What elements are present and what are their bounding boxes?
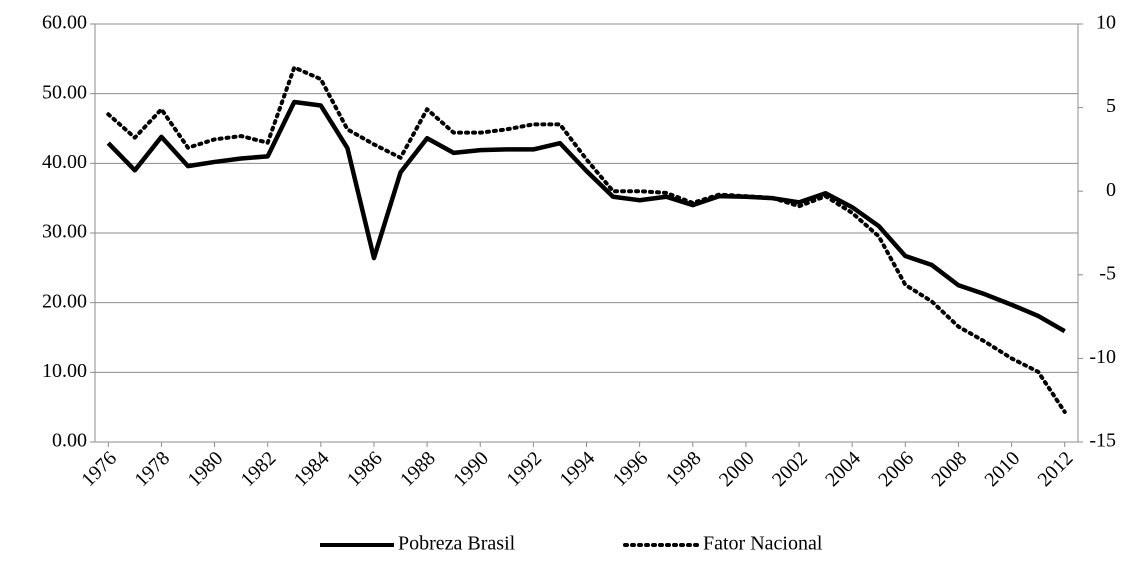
y-tick-label: 40.00 — [42, 151, 87, 173]
x-tick-label: 1980 — [183, 447, 227, 491]
x-tick-label: 1978 — [130, 447, 174, 491]
x-tick-label: 1976 — [77, 447, 121, 491]
y2-tick-label: -5 — [1099, 262, 1116, 284]
y-tick-label: 10.00 — [42, 360, 87, 382]
x-tick-label: 1988 — [396, 447, 440, 491]
y-tick-label: 50.00 — [42, 81, 87, 103]
y-tick-label: 30.00 — [42, 221, 87, 243]
x-tick-label: 1982 — [237, 447, 281, 491]
y-tick-label: 0.00 — [52, 430, 87, 452]
x-tick-label: 1986 — [343, 447, 387, 491]
y-tick-label: 20.00 — [42, 290, 87, 312]
x-tick-label: 1992 — [502, 447, 546, 491]
series-line — [106, 99, 1066, 334]
y2-tick-label: 5 — [1106, 95, 1116, 117]
y2-tick-label: -10 — [1089, 346, 1116, 368]
y-tick-label: 60.00 — [42, 12, 87, 34]
x-tick-label: 1990 — [449, 447, 493, 491]
x-tick-label: 1998 — [662, 447, 706, 491]
x-tick-label: 2002 — [768, 447, 812, 491]
x-tick-label: 1994 — [555, 447, 599, 491]
x-tick-label: 1984 — [290, 447, 334, 491]
x-tick-label: 2006 — [874, 447, 918, 491]
y2-tick-label: 10 — [1096, 12, 1116, 34]
legend-label: Pobreza Brasil — [398, 533, 516, 555]
x-tick-label: 2008 — [927, 447, 971, 491]
series-line — [106, 65, 1067, 414]
x-tick-label: 2012 — [1034, 447, 1078, 491]
y2-tick-label: -15 — [1089, 430, 1116, 452]
legend-label: Fator Nacional — [703, 533, 823, 555]
x-tick-label: 1996 — [609, 447, 653, 491]
x-tick-label: 2010 — [981, 447, 1025, 491]
x-tick-label: 2000 — [715, 447, 759, 491]
x-tick-label: 2004 — [821, 447, 865, 491]
y2-tick-label: 0 — [1106, 179, 1116, 201]
